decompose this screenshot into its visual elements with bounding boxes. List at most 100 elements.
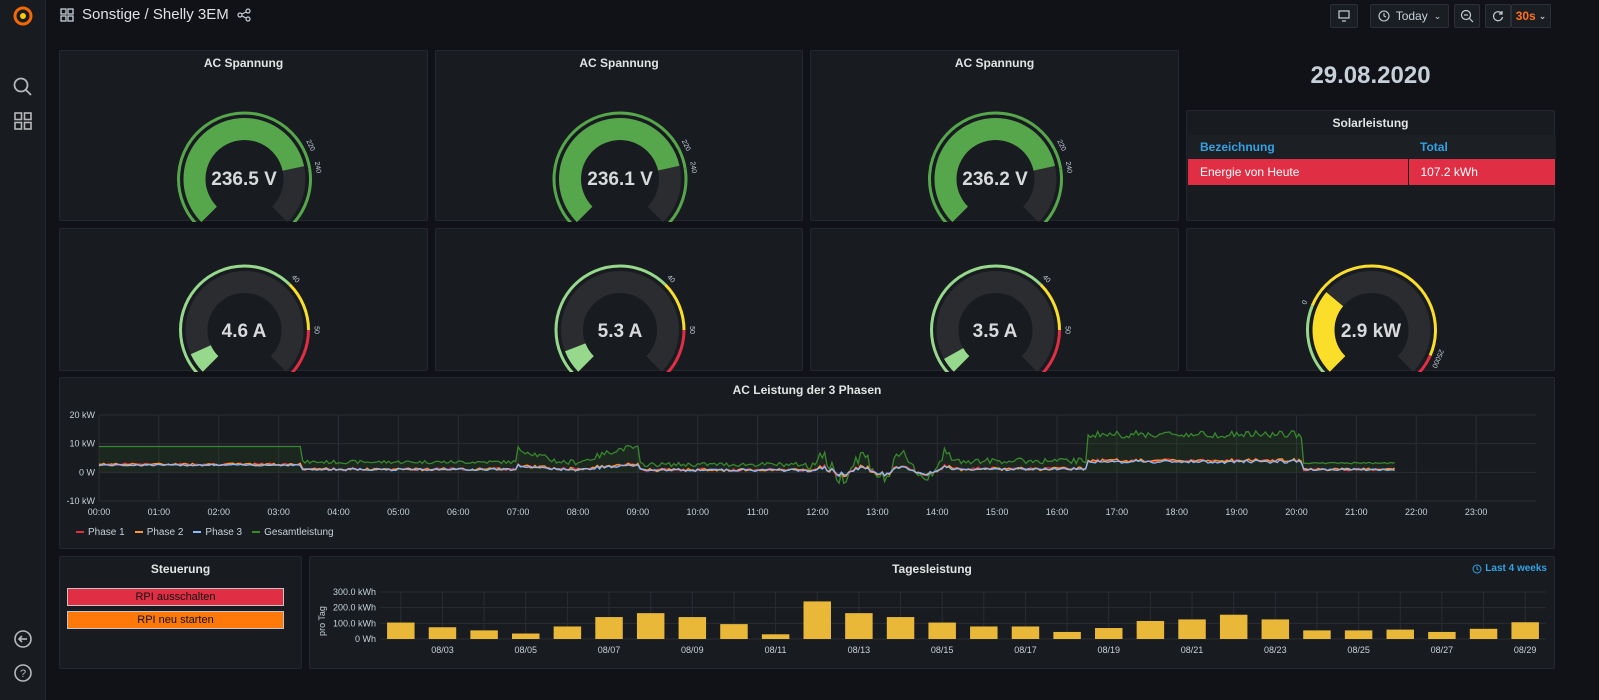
current-gauge-panel-1[interactable]: 04050604.6 A [59, 228, 428, 371]
bar [679, 617, 706, 639]
bar [928, 623, 955, 639]
x-tick-label: 16:00 [1046, 507, 1069, 517]
bar [1178, 619, 1205, 639]
bar [1470, 629, 1497, 639]
voltage-gauge-2: 0220240300236.1 V [436, 51, 804, 222]
x-tick-label: 08/19 [1097, 645, 1120, 655]
bar [1262, 619, 1289, 639]
zoom-out-button[interactable] [1454, 4, 1480, 28]
panel-title: AC Spannung [436, 56, 802, 70]
power-gauge-panel[interactable]: -10000025000300002.9 kW [1186, 228, 1555, 371]
table-cell: 107.2 kWh [1408, 159, 1556, 185]
legend-item-phase-2[interactable]: Phase 2 [135, 527, 184, 538]
gauge-tick-label: 220 [304, 139, 316, 153]
column-header-bezeichnung[interactable]: Bezeichnung [1188, 135, 1408, 159]
grafana-logo-icon[interactable] [11, 4, 35, 28]
gauge-tick-label: 240 [688, 161, 697, 174]
current-gauge-3: 04050603.5 A [811, 229, 1180, 372]
x-tick-label: 08/27 [1431, 645, 1454, 655]
x-tick-label: 08/15 [931, 645, 954, 655]
x-tick-label: 08/29 [1514, 645, 1537, 655]
gauge-value-arc [1324, 299, 1338, 364]
x-tick-label: 02:00 [207, 507, 230, 517]
control-panel[interactable]: Steuerung RPI ausschalten RPI neu starte… [59, 556, 302, 669]
share-icon[interactable] [237, 8, 251, 22]
x-tick-label: 08/23 [1264, 645, 1287, 655]
x-tick-label: 01:00 [148, 507, 171, 517]
x-tick-label: 08/13 [848, 645, 871, 655]
x-tick-label: 08/17 [1014, 645, 1037, 655]
x-tick-label: 08/07 [598, 645, 621, 655]
bar [720, 624, 747, 639]
bar [554, 626, 581, 639]
current-gauge-panel-3[interactable]: 04050603.5 A [810, 228, 1179, 371]
x-tick-label: 20:00 [1285, 507, 1308, 517]
x-tick-label: 19:00 [1225, 507, 1248, 517]
bar [1345, 630, 1372, 639]
gauge-value-arc [575, 347, 586, 364]
daily-energy-panel[interactable]: Tagesleistung Last 4 weeks 300.0 kWh 200.… [309, 556, 1555, 669]
legend-item-phase-1[interactable]: Phase 1 [76, 527, 125, 538]
refresh-interval-picker[interactable]: 30s ⌄ [1511, 4, 1551, 28]
bar [845, 613, 872, 639]
refresh-button[interactable] [1485, 4, 1511, 28]
y-tick-label: 0 W [79, 467, 96, 477]
dashboard-title: Sonstige / Shelly 3EM [60, 6, 251, 23]
y-tick-label: 20 kW [69, 410, 95, 420]
current-gauge-panel-2[interactable]: 04050605.3 A [435, 228, 803, 371]
x-tick-label: 09:00 [627, 507, 650, 517]
y-tick-label: 100.0 kWh [333, 618, 376, 628]
gauge-tick-label: 220 [680, 139, 692, 153]
voltage-gauge-1: 0220240300236.5 V [60, 51, 429, 222]
voltage-gauge-panel-3[interactable]: AC Spannung 0220240300236.2 V [810, 50, 1179, 221]
bar [762, 634, 789, 639]
bar [1095, 628, 1122, 639]
legend-item-gesamtleistung[interactable]: Gesamtleistung [252, 527, 333, 538]
x-tick-label: 07:00 [507, 507, 530, 517]
tv-mode-button[interactable] [1330, 4, 1358, 28]
help-icon[interactable]: ? [11, 661, 35, 685]
power-chart-panel[interactable]: AC Leistung der 3 Phasen 20 kW 10 kW 0 W -1… [59, 377, 1555, 549]
gauge-value: 236.1 V [587, 169, 653, 190]
panel-title: AC Spannung [811, 56, 1178, 70]
current-gauge-2: 04050605.3 A [436, 229, 804, 372]
x-tick-label: 17:00 [1106, 507, 1129, 517]
table-row: Energie von Heute 107.2 kWh [1188, 159, 1556, 185]
solar-table-panel[interactable]: Solarleistung Bezeichnung Total Energie … [1186, 110, 1555, 221]
rpi-restart-button[interactable]: RPI neu starten [67, 611, 284, 629]
date-display: 29.08.2020 [1186, 62, 1555, 90]
monitor-icon [1337, 9, 1351, 23]
gauge-value-arc [201, 350, 211, 364]
x-tick-label: 00:00 [88, 507, 111, 517]
sign-out-icon[interactable] [11, 627, 35, 651]
x-tick-label: 08/25 [1347, 645, 1370, 655]
dashboard-title-text[interactable]: Sonstige / Shelly 3EM [82, 6, 229, 23]
rpi-shutdown-button[interactable]: RPI ausschalten [67, 588, 284, 606]
x-tick-label: 08/09 [681, 645, 704, 655]
gauge-tick-label: 0 [1301, 299, 1309, 305]
bar [637, 613, 664, 639]
gauge-tick-label: 50 [688, 326, 695, 334]
y-tick-label: -10 kW [66, 496, 95, 506]
refresh-interval-label: 30s [1516, 9, 1536, 23]
bar [1303, 630, 1330, 639]
dashboards-icon[interactable] [11, 109, 35, 133]
y-tick-label: 0 Wh [355, 634, 376, 644]
x-tick-label: 23:00 [1465, 507, 1488, 517]
x-tick-label: 08:00 [567, 507, 590, 517]
gauge-tick-label: 40 [1041, 274, 1052, 285]
search-icon[interactable] [11, 75, 35, 99]
time-picker-button[interactable]: Today ⌄ [1370, 4, 1449, 28]
bar [512, 634, 539, 639]
panel-title: AC Spannung [60, 56, 427, 70]
voltage-gauge-panel-1[interactable]: AC Spannung 0220240300236.5 V [59, 50, 428, 221]
x-tick-label: 22:00 [1405, 507, 1428, 517]
x-tick-label: 12:00 [806, 507, 829, 517]
voltage-gauge-panel-2[interactable]: AC Spannung 0220240300236.1 V [435, 50, 803, 221]
column-header-total[interactable]: Total [1408, 135, 1556, 159]
panel-title: Solarleistung [1187, 116, 1554, 130]
x-tick-label: 08/03 [431, 645, 454, 655]
x-tick-label: 21:00 [1345, 507, 1368, 517]
x-tick-label: 15:00 [986, 507, 1009, 517]
legend-item-phase-3[interactable]: Phase 3 [193, 527, 242, 538]
